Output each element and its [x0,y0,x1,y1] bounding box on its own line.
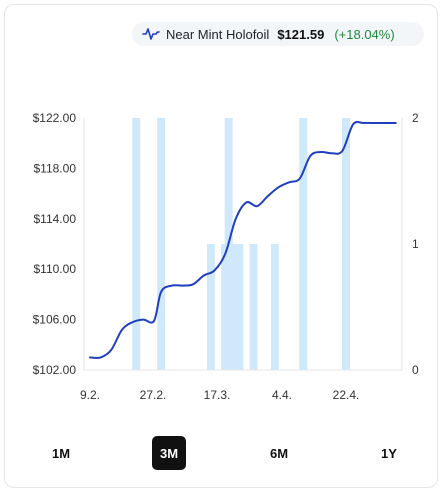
volume-bar [299,118,308,370]
y2-axis-ticks: 0 1 2 [412,111,419,377]
y-axis-ticks: $102.00 $106.00 $110.00 $114.00 $118.00 $122.… [33,111,77,377]
range-6m-button[interactable]: 6M [262,436,296,470]
x-axis-ticks: 9.2. 27.2. 17.3. 4.4. 22.4. [80,388,359,402]
range-3m-button[interactable]: 3M [152,436,186,470]
y-tick-label: $106.00 [33,313,77,327]
range-selector: 1M 3M 6M 1Y [0,436,444,472]
volume-bar [235,244,244,370]
y-tick-label: $102.00 [33,363,77,377]
range-1m-button[interactable]: 1M [44,436,78,470]
volume-bar [132,118,141,370]
volume-bar [249,244,258,370]
volume-bar [342,118,350,370]
y2-tick-label: 0 [412,363,419,377]
y-tick-label: $118.00 [34,161,77,175]
volume-bar [206,244,215,370]
price-history-card [4,4,438,488]
y2-tick-label: 2 [412,111,419,125]
volume-bars [132,118,350,370]
range-1y-button[interactable]: 1Y [372,436,406,470]
series-name: Near Mint Holofoil [166,26,270,42]
y2-tick-label: 1 [412,237,419,251]
x-tick-label: 4.4. [272,388,292,402]
price-line [89,120,397,359]
x-tick-label: 17.3. [204,388,231,402]
current-price: $121.59 [277,26,325,42]
volume-bar [157,118,166,370]
price-change: (+18.04%) [334,26,395,42]
x-tick-label: 9.2. [80,388,100,402]
line-chart-icon [142,27,160,41]
y-tick-label: $114.00 [34,212,77,226]
x-tick-label: 27.2. [140,388,167,402]
volume-bar [270,244,279,370]
price-chart: $102.00 $106.00 $110.00 $114.00 $118.00 $122.… [33,111,419,402]
series-legend: Near Mint Holofoil $121.59 (+18.04%) [132,22,424,46]
y-tick-label: $110.00 [34,262,77,276]
x-tick-label: 22.4. [333,388,360,402]
y-tick-label: $122.00 [33,111,77,125]
